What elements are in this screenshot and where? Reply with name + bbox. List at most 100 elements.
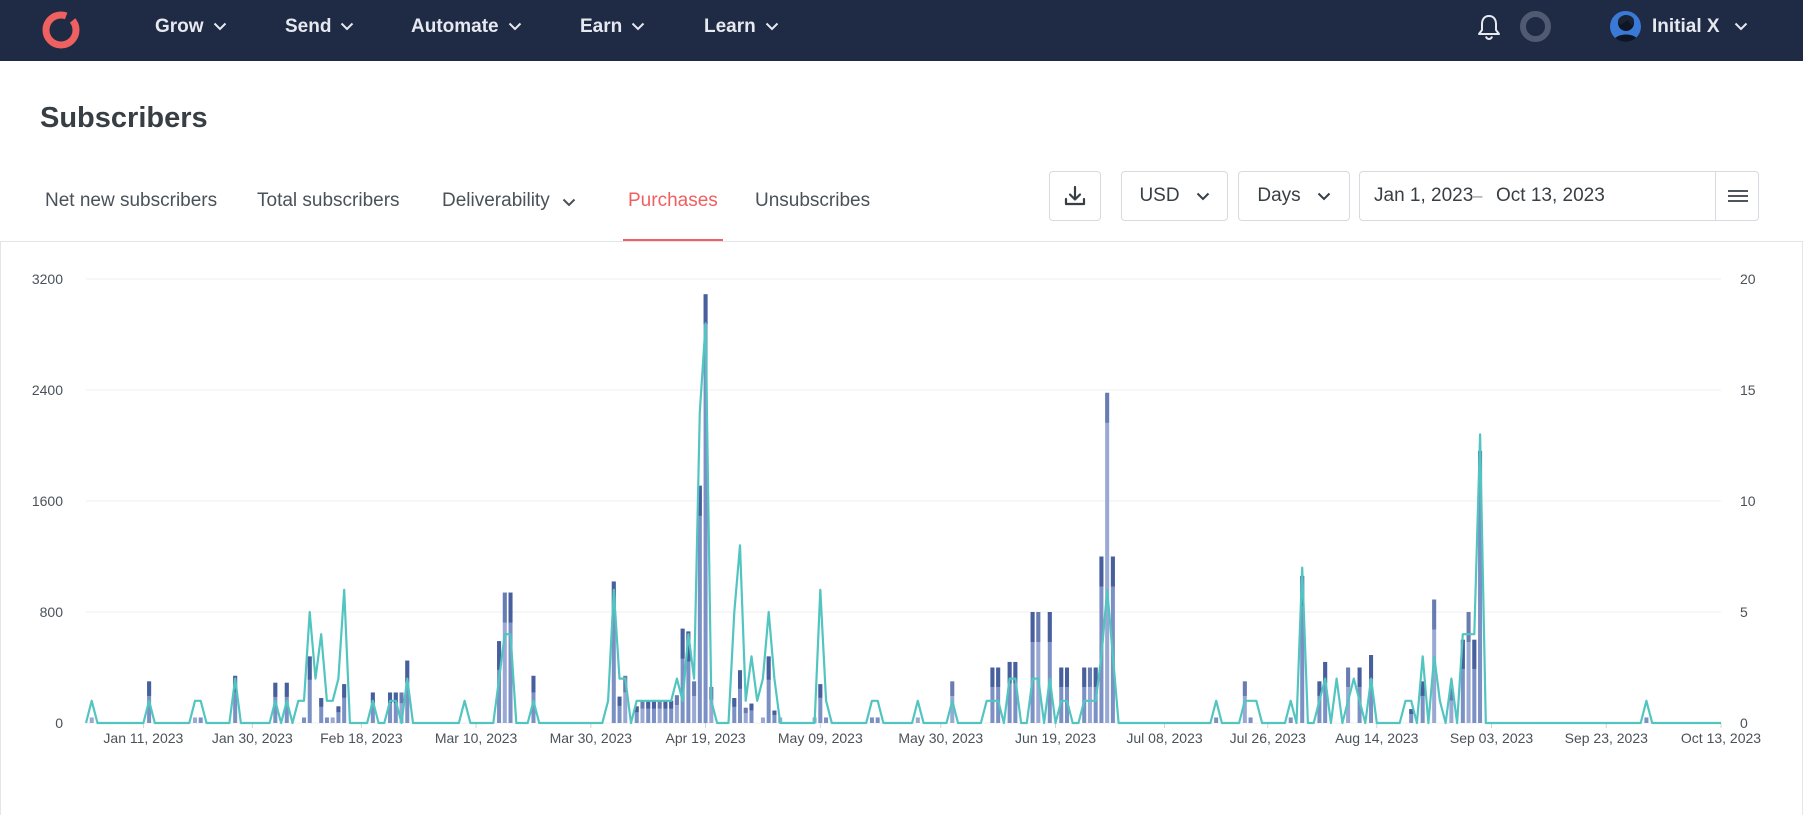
bar-cap [1110, 556, 1115, 587]
y-tick-label: 800 [40, 604, 64, 620]
interval-value: Days [1257, 185, 1301, 206]
bar [1466, 612, 1471, 723]
bar-cap [743, 707, 748, 714]
bar [1214, 717, 1219, 723]
bar-cap [508, 592, 513, 623]
y2-tick-label: 10 [1740, 493, 1756, 509]
bar [1007, 661, 1012, 723]
bar-cap [1449, 688, 1454, 701]
bar [680, 628, 685, 723]
avatar[interactable] [1610, 11, 1641, 42]
bar [1300, 575, 1305, 723]
chevron-down-icon [562, 198, 575, 207]
nav-earn[interactable]: Earn [580, 0, 645, 53]
bar-cap [307, 656, 312, 680]
tab-deliverability[interactable]: Deliverability [442, 186, 576, 241]
y-tick-label: 3200 [32, 271, 63, 287]
page-title: Subscribers [40, 102, 208, 134]
bar-cap [1082, 667, 1087, 687]
bar-cap [1030, 612, 1035, 642]
bar-cap [531, 675, 536, 693]
bar-cap [1242, 681, 1247, 696]
bar [692, 681, 697, 723]
tab-net-new-subscribers[interactable]: Net new subscribers [45, 186, 217, 241]
bar [869, 717, 874, 723]
bar [1478, 451, 1483, 723]
bar-cap [818, 684, 823, 698]
bar-cap [1346, 667, 1351, 687]
y-tick-label: 2400 [32, 382, 63, 398]
tab-label: Total subscribers [257, 190, 400, 211]
tab-purchases[interactable]: Purchases [623, 186, 723, 241]
chevron-down-icon [341, 22, 354, 31]
bar-cap [336, 706, 341, 713]
x-tick-label: Jul 26, 2023 [1230, 730, 1306, 746]
bar-cap [772, 710, 777, 715]
bar-cap [634, 706, 639, 713]
download-button[interactable] [1049, 171, 1101, 221]
ring-icon[interactable] [1520, 11, 1551, 42]
nav-learn[interactable]: Learn [704, 0, 779, 53]
bar-cap [273, 682, 278, 697]
date-from-field[interactable]: Jan 1, 2023 [1374, 185, 1474, 206]
bar-cap [697, 485, 702, 516]
bell-icon[interactable] [1476, 13, 1502, 41]
bar [818, 684, 823, 723]
bar-cap [990, 667, 995, 687]
bar [307, 656, 312, 723]
bar-cap [1007, 661, 1012, 684]
nav-automate[interactable]: Automate [411, 0, 522, 53]
bar-cap [1059, 667, 1064, 687]
bar [657, 700, 662, 723]
bar [646, 700, 651, 723]
bar [623, 675, 628, 723]
tab-total-subscribers[interactable]: Total subscribers [257, 186, 400, 241]
date-menu-button[interactable] [1715, 172, 1759, 220]
bar [319, 698, 324, 723]
bar-cap [669, 700, 674, 709]
purchases-chart: 0 800 1600 2400 3200 0 5 10 15 20 Jan 11, 2023 Jan … [32, 271, 1761, 746]
bar [772, 710, 777, 723]
bar [1047, 612, 1052, 723]
tab-unsubscribes[interactable]: Unsubscribes [755, 186, 870, 241]
x-tick-label: Jun 19, 2023 [1015, 730, 1096, 746]
bar [732, 698, 737, 723]
bar-cap [319, 698, 324, 707]
bar-cap [692, 681, 697, 696]
nav-grow-label: Grow [155, 15, 204, 37]
bar-cap [502, 592, 507, 623]
bar [1099, 556, 1104, 723]
nav-send[interactable]: Send [285, 0, 354, 53]
bar-cap [342, 684, 347, 698]
chevron-down-icon [508, 22, 521, 31]
convertkit-logo[interactable] [38, 7, 84, 53]
currency-select[interactable]: USD [1121, 171, 1228, 221]
y2-tick-label: 20 [1740, 271, 1756, 287]
user-menu[interactable]: Initial X [1652, 0, 1748, 53]
nav-grow[interactable]: Grow [155, 0, 227, 53]
bar-cap [497, 641, 502, 670]
bar-cap [405, 660, 410, 683]
bar [388, 692, 393, 723]
interval-select[interactable]: Days [1238, 171, 1350, 221]
bar-cap [766, 656, 771, 680]
bar-cap [1420, 681, 1425, 696]
bar [1030, 612, 1035, 723]
bar [663, 700, 668, 723]
bar-cap [732, 698, 737, 707]
bar [686, 631, 691, 723]
nav-learn-label: Learn [704, 15, 756, 37]
date-to-field[interactable]: Oct 13, 2023 [1496, 185, 1605, 206]
bar [1082, 667, 1087, 723]
bar [233, 675, 238, 723]
bar [674, 695, 679, 723]
bar [669, 700, 674, 723]
bar-cap [1064, 667, 1070, 687]
bar-cap [680, 628, 685, 659]
bar-cap [1317, 681, 1322, 696]
bar [370, 692, 375, 723]
chevron-down-icon [213, 22, 226, 31]
bar [611, 581, 616, 723]
series-line [84, 322, 1721, 725]
y2-tick-label: 0 [1740, 715, 1748, 731]
